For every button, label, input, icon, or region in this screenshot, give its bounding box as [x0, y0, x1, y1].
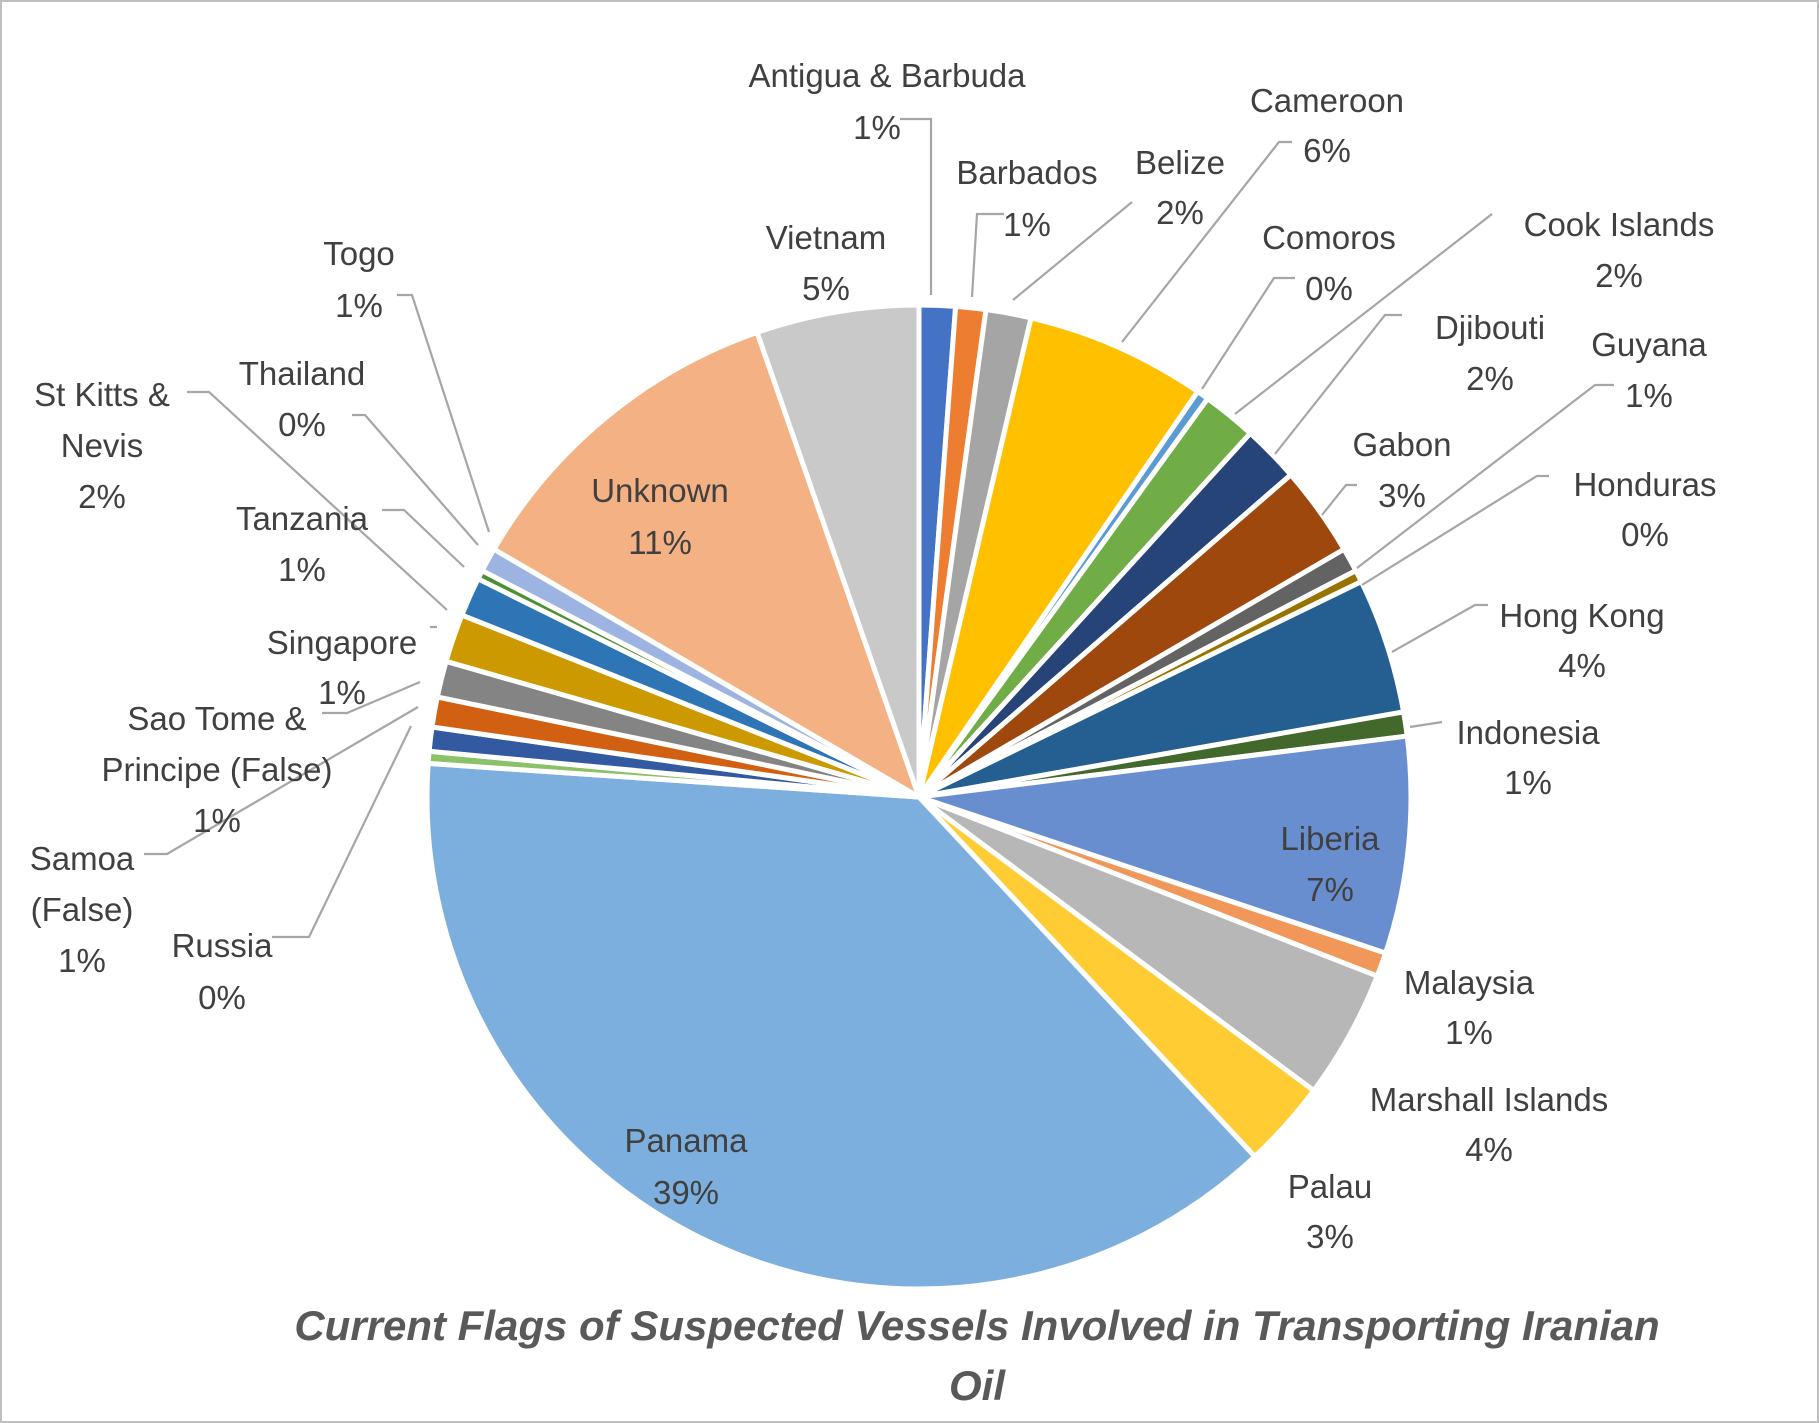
slice-label-st-kitts-nevis: St Kitts & Nevis [34, 376, 170, 464]
chart-title-line-1: Current Flags of Suspected Vessels Invol… [294, 1302, 1659, 1349]
slice-label-comoros: Comoros [1262, 219, 1396, 256]
slice-label-palau: Palau [1288, 1168, 1372, 1205]
leader-line-sao-tome-principe-false [322, 680, 421, 715]
slice-label-belize: Belize [1135, 144, 1225, 181]
slice-label-honduras: Honduras [1573, 466, 1716, 503]
pie-slice-unknown [491, 329, 922, 800]
slice-label-singapore: Singapore [267, 624, 417, 661]
slice-value-palau: 3% [1306, 1218, 1354, 1255]
leader-line-togo [397, 293, 491, 533]
slice-value-antigua-barbuda: 1% [853, 109, 901, 146]
slice-label-unknown: Unknown [591, 472, 729, 509]
data-labels: Antigua & Barbuda 1% Barbados 1% Belize 2% Cam… [30, 57, 1717, 1255]
slice-label-hong-kong: Hong Kong [1499, 597, 1664, 634]
slice-value-russia: 0% [198, 979, 246, 1016]
slice-value-sao-tome-principe-false: 1% [193, 802, 241, 839]
leader-line-cook-islands [1234, 213, 1493, 415]
slice-label-marshall-islands: Marshall Islands [1370, 1081, 1608, 1118]
slice-value-thailand: 0% [278, 406, 326, 443]
slice-value-belize: 2% [1156, 194, 1204, 231]
leader-line-gabon [1321, 483, 1357, 516]
slice-label-panama: Panama [625, 1122, 749, 1159]
slice-label-indonesia: Indonesia [1456, 714, 1600, 751]
leader-line-hong-kong [1391, 603, 1488, 653]
slice-value-honduras: 0% [1621, 516, 1669, 553]
leader-lines [144, 117, 1614, 939]
leader-line-djibouti [1274, 313, 1402, 455]
slice-label-djibouti: Djibouti [1435, 309, 1545, 346]
slice-label-barbados: Barbados [956, 154, 1097, 191]
slice-label-togo: Togo [323, 235, 395, 272]
leader-line-belize [1012, 201, 1133, 301]
slice-label-thailand: Thailand [239, 355, 366, 392]
slice-value-cook-islands: 2% [1595, 257, 1643, 294]
slice-value-vietnam: 5% [802, 270, 850, 307]
slice-value-djibouti: 2% [1466, 360, 1514, 397]
slice-label-guyana: Guyana [1591, 326, 1707, 363]
slice-value-comoros: 0% [1305, 270, 1353, 307]
pie-slices [424, 302, 1414, 1292]
pie-slice-liberia [916, 733, 1414, 956]
leader-line-russia [272, 725, 412, 939]
pie-slice-panama [424, 760, 1258, 1292]
slice-value-singapore: 1% [318, 674, 366, 711]
slice-value-indonesia: 1% [1504, 764, 1552, 801]
leader-line-barbados [970, 212, 1004, 298]
slice-label-cameroon: Cameroon [1250, 82, 1404, 119]
slice-value-panama: 39% [653, 1174, 719, 1211]
pie-slice-cameroon [916, 315, 1201, 800]
leader-line-samoa-false [144, 706, 419, 856]
slice-value-marshall-islands: 4% [1465, 1131, 1513, 1168]
slice-value-samoa-false: 1% [58, 942, 106, 979]
slice-value-unknown: 11% [628, 524, 692, 561]
leader-line-antigua-barbuda [900, 117, 933, 295]
slice-value-st-kitts-nevis: 2% [78, 478, 126, 515]
leader-line-comoros [1201, 276, 1295, 390]
slice-value-tanzania: 1% [278, 551, 326, 588]
slice-value-hong-kong: 4% [1558, 647, 1606, 684]
slice-label-gabon: Gabon [1352, 426, 1451, 463]
leader-line-cameroon [1121, 140, 1292, 343]
slice-value-liberia: 7% [1306, 871, 1354, 908]
slice-value-guyana: 1% [1625, 377, 1673, 414]
leader-line-thailand [352, 413, 479, 546]
leader-line-honduras [1361, 474, 1549, 586]
chart-title-line-2: Oil [949, 1362, 1006, 1409]
slice-label-russia: Russia [172, 927, 274, 964]
leader-line-tanzania [382, 508, 465, 568]
slice-label-tanzania: Tanzania [236, 500, 369, 537]
slice-label-cook-islands: Cook Islands [1524, 206, 1715, 243]
slice-label-malaysia: Malaysia [1404, 964, 1535, 1001]
slice-label-liberia: Liberia [1280, 820, 1380, 857]
slice-label-antigua-barbuda: Antigua & Barbuda [748, 57, 1026, 94]
slice-label-sao-tome-principe-false: Sao Tome & Principe (False) [101, 700, 332, 788]
leader-line-indonesia [1409, 720, 1443, 729]
leader-line-guyana [1356, 383, 1614, 569]
slice-value-togo: 1% [335, 287, 383, 324]
slice-value-barbados: 1% [1003, 206, 1051, 243]
slice-value-gabon: 3% [1378, 477, 1426, 514]
leader-line-st-kitts-nevis [187, 390, 448, 611]
slice-value-malaysia: 1% [1445, 1014, 1493, 1051]
pie-slice-vietnam [754, 302, 922, 800]
slice-label-vietnam: Vietnam [766, 219, 886, 256]
slice-value-cameroon: 6% [1303, 132, 1351, 169]
slice-label-samoa-false: Samoa (False) [30, 840, 135, 928]
